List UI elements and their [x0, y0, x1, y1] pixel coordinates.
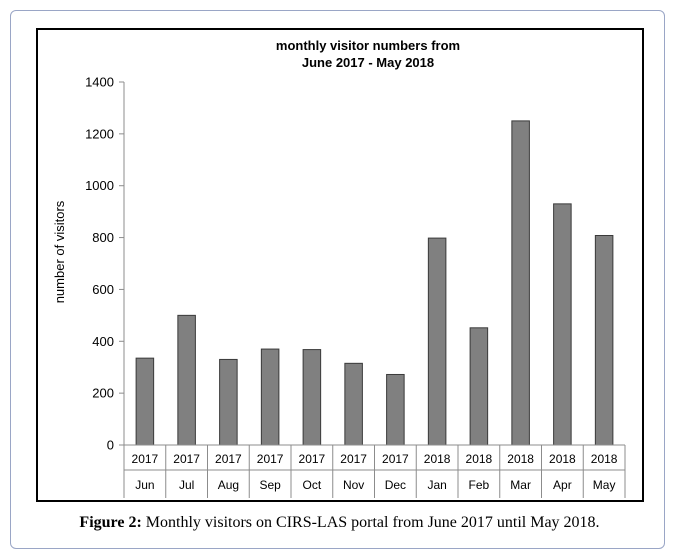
y-tick-label: 400 — [92, 334, 114, 349]
y-axis: 0 200 400 600 800 1000 1200 1400 — [85, 75, 125, 453]
bar-jan-2018 — [427, 237, 447, 446]
y-tick-label: 200 — [92, 386, 114, 401]
bar-dec-2017 — [386, 373, 405, 446]
x-tick-month-label: Jul — [179, 478, 194, 492]
chart-title: monthly visitor numbers from June 2017 -… — [276, 38, 460, 70]
figure-caption-label: Figure 2: — [79, 514, 142, 531]
bar-apr-2018 — [553, 203, 572, 446]
bar-sep-2017 — [260, 348, 280, 446]
bar-jul-2017 — [177, 314, 196, 446]
x-tick-month-label: Jun — [135, 478, 154, 492]
x-tick-year-label: 2017 — [257, 452, 284, 466]
x-tick-month-label: Jan — [427, 478, 446, 492]
x-tick-month-label: Apr — [553, 478, 572, 492]
bar-jun-2017 — [135, 357, 155, 446]
chart-area: monthly visitor numbers from June 2017 -… — [36, 28, 644, 502]
x-tick-year-label: 2018 — [591, 452, 618, 466]
x-tick-month-label: Mar — [510, 478, 531, 492]
x-tick-year-label: 2017 — [132, 452, 159, 466]
x-tick-month-label: Dec — [385, 478, 406, 492]
x-tick-year-label: 2017 — [215, 452, 242, 466]
x-tick-month-label: Feb — [469, 478, 490, 492]
x-tick-year-label: 2017 — [382, 452, 409, 466]
x-tick-month-label: Oct — [303, 478, 322, 492]
y-tick-label: 0 — [107, 438, 114, 453]
y-tick-label: 1400 — [85, 75, 114, 90]
figure-caption-text: Monthly visitors on CIRS-LAS portal from… — [141, 514, 600, 531]
chart-title-line-1: monthly visitor numbers from — [276, 38, 460, 53]
bar-oct-2017 — [302, 349, 322, 446]
x-axis: 2017 Jun 2017 Jul 2017 Aug 2017 Sep 2017 Oct 2017 N… — [123, 444, 626, 498]
x-tick-year-label: 2018 — [466, 452, 493, 466]
x-tick-year-label: 2017 — [173, 452, 200, 466]
y-tick-label: 1000 — [85, 178, 114, 193]
chart-title-line-2: June 2017 - May 2018 — [302, 55, 434, 70]
bar-mar-2018 — [511, 120, 530, 446]
bar-aug-2017 — [219, 358, 238, 446]
x-tick-month-label: May — [593, 478, 616, 492]
x-tick-year-label: 2018 — [549, 452, 576, 466]
x-tick-month-label: Nov — [343, 478, 364, 492]
bar-nov-2017 — [344, 362, 363, 446]
y-tick-label: 600 — [92, 282, 114, 297]
x-tick-month-label: Aug — [218, 478, 239, 492]
x-tick-year-label: 2017 — [299, 452, 326, 466]
y-axis-label: number of visitors — [52, 200, 67, 303]
bars — [135, 120, 614, 446]
bar-may-2018 — [594, 234, 614, 446]
bar-chart: monthly visitor numbers from June 2017 -… — [52, 38, 626, 498]
x-tick-year-label: 2018 — [424, 452, 451, 466]
x-tick-year-label: 2017 — [340, 452, 367, 466]
y-tick-label: 1200 — [85, 126, 114, 141]
x-tick-year-label: 2018 — [507, 452, 534, 466]
y-tick-label: 800 — [92, 230, 114, 245]
figure-caption: Figure 2: Monthly visitors on CIRS-LAS p… — [0, 514, 679, 532]
x-tick-month-label: Sep — [259, 478, 281, 492]
bar-feb-2018 — [469, 327, 489, 446]
